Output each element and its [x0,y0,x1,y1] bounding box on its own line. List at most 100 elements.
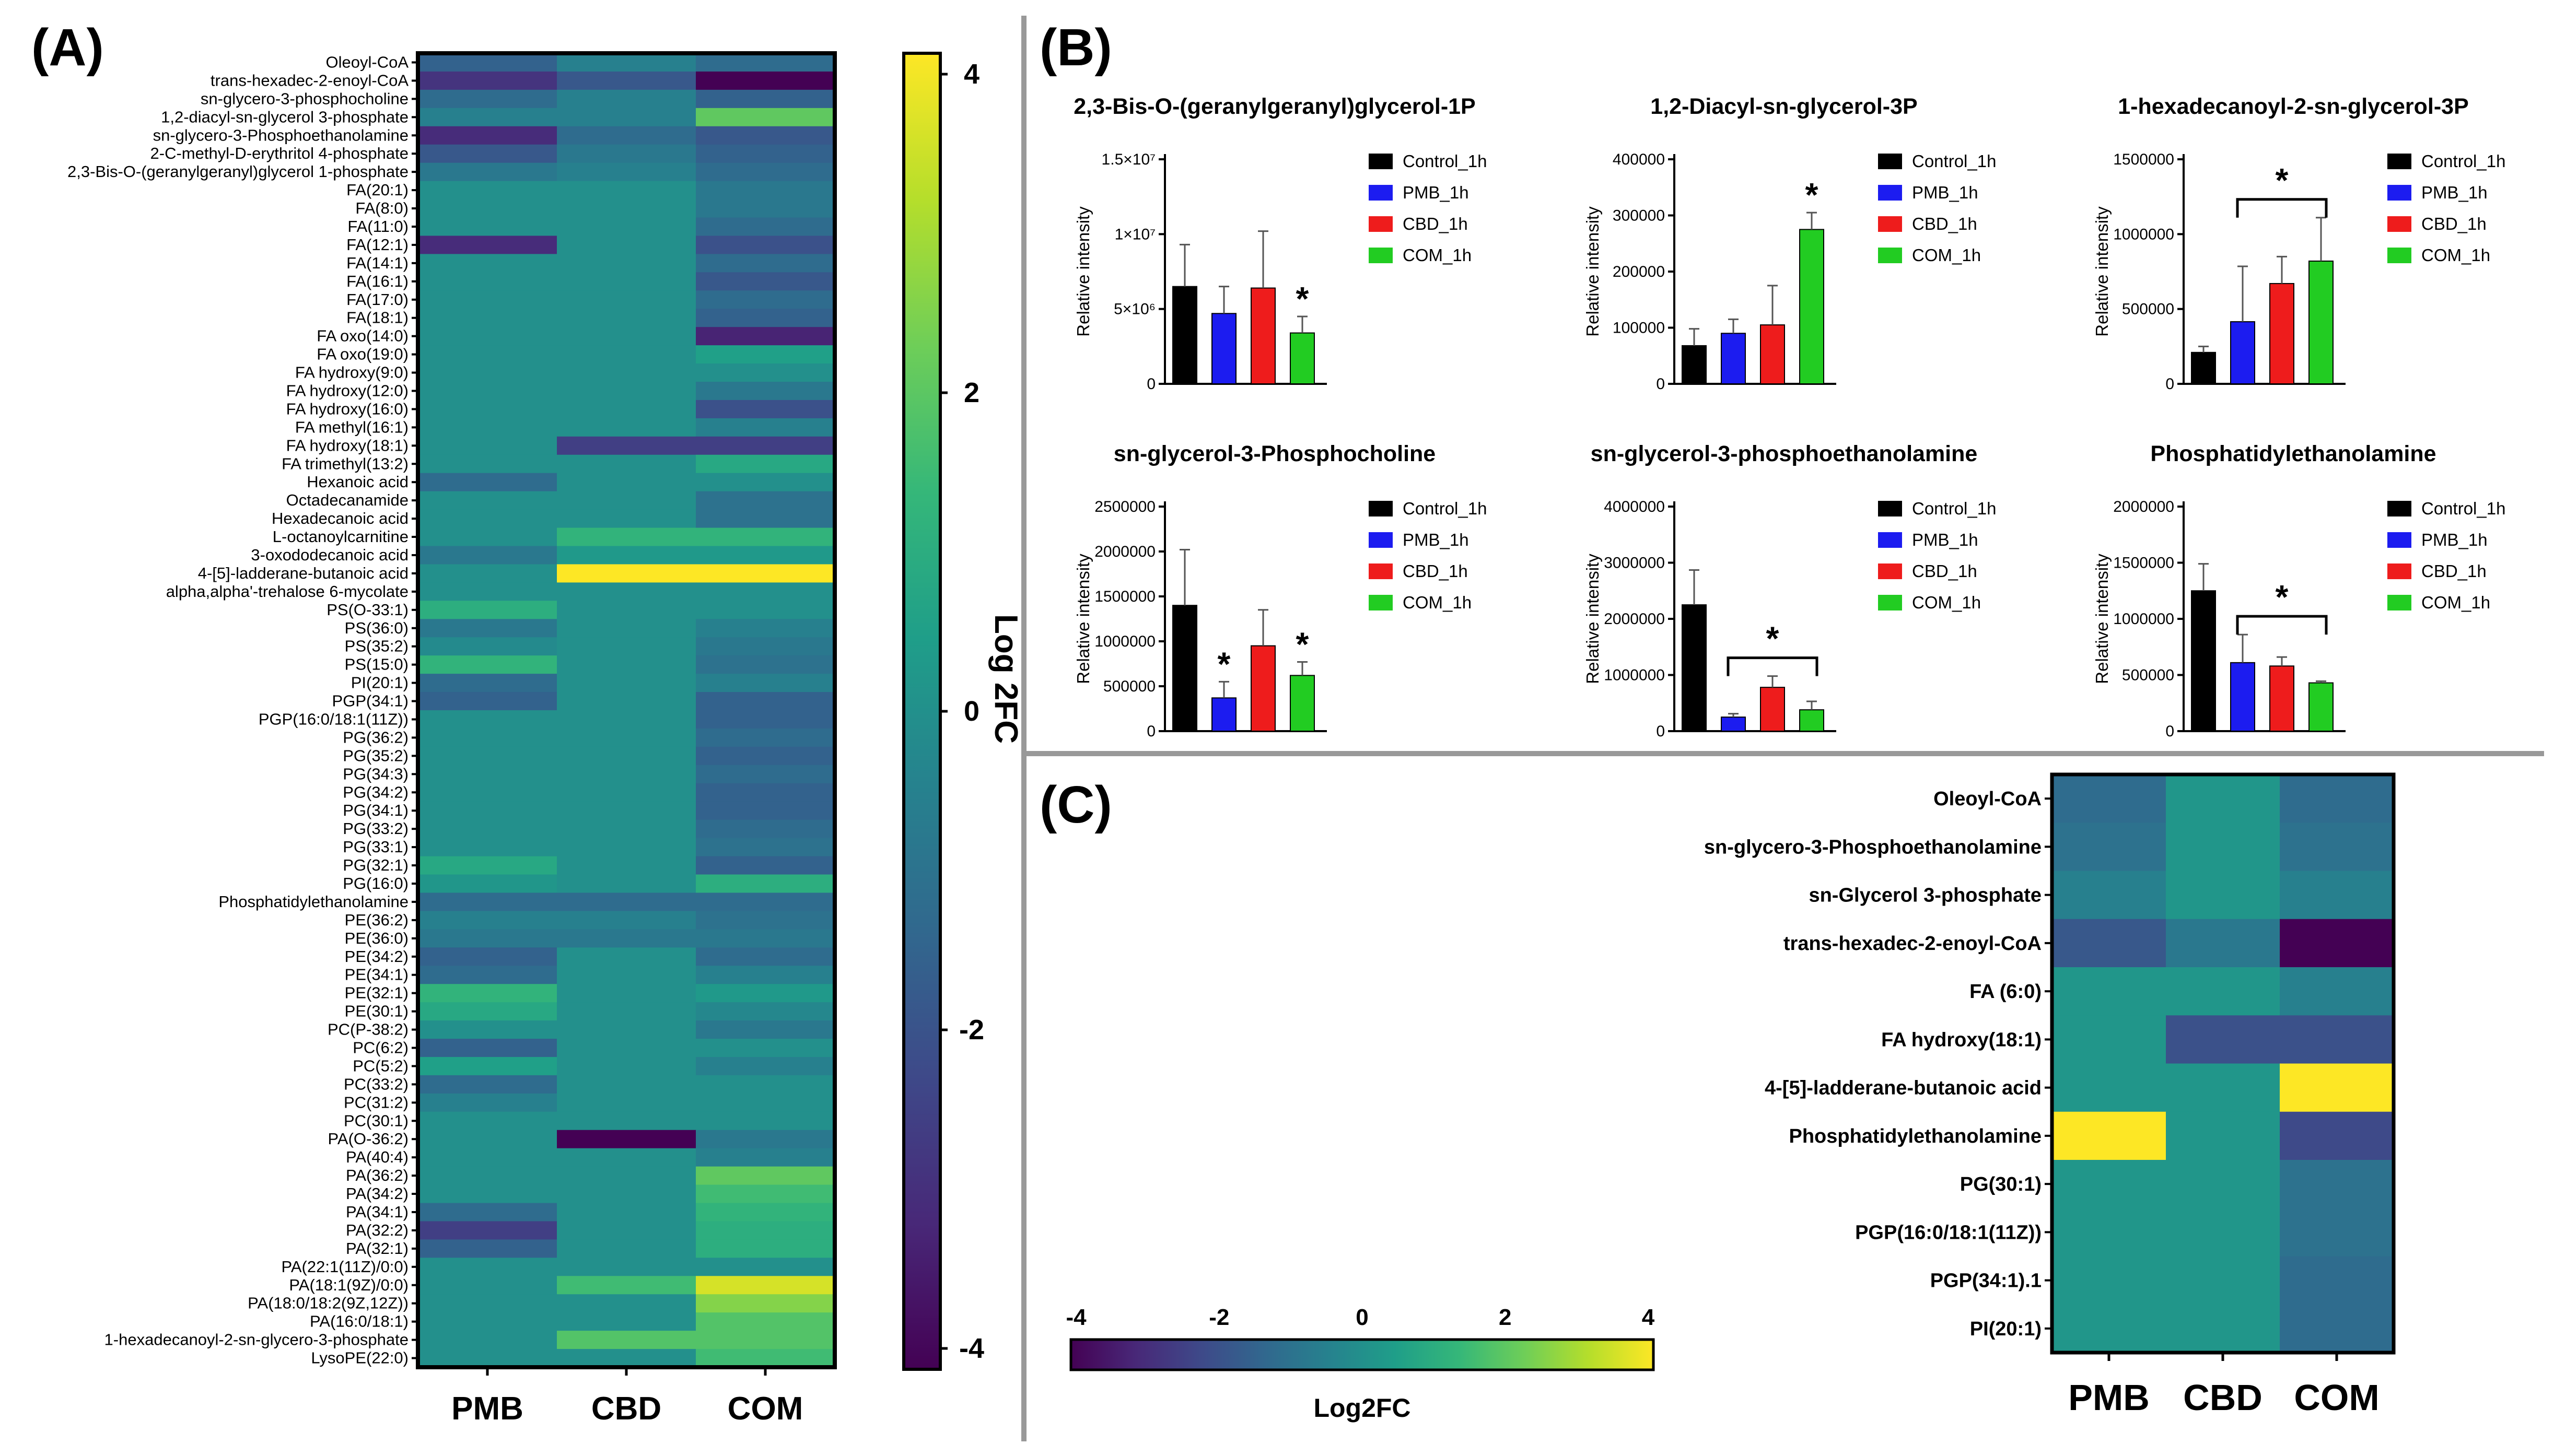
heatmap-a-cell [557,181,696,200]
y-axis-label: Relative intensity [1583,554,1602,684]
bar [1211,697,1237,732]
heatmap-a-cell [418,801,557,820]
heatmap-a-cell [696,436,835,455]
heatmap-a-cell [418,144,557,163]
legend-label: Control_1h [1912,151,1996,171]
heatmap-a-cell [418,674,557,692]
heatmap-c-cell [2166,1256,2280,1305]
y-tick-label: 0 [1147,723,1156,740]
heatmap-c-cell [2280,1160,2394,1208]
bar [2308,260,2334,384]
heatmap-a-row-label: PE(32:1) [345,984,409,1002]
legend-label: CBD_1h [1403,561,1468,581]
heatmap-a-cell [696,710,835,729]
heatmap-c-cell [2166,1304,2280,1353]
heatmap-a-row-label: FA hydroxy(9:0) [295,363,409,382]
heatmap-a-cell [557,162,696,182]
heatmap-a-row-label: FA(18:1) [346,309,409,327]
heatmap-a-cell [696,601,835,619]
heatmap-a-row-label: 1-hexadecanoyl-2-sn-glycero-3-phosphate [104,1331,409,1349]
heatmap-a-cell [696,546,835,565]
y-tick-label: 3000000 [1604,555,1665,572]
heatmap-a-row-label: FA methyl(16:1) [295,418,409,436]
heatmap-a-cell [557,856,696,875]
heatmap-a-cell [696,582,835,601]
heatmap-a-row-label: PA(16:0/18:1) [310,1312,409,1331]
heatmap-a-cell [557,1312,696,1331]
heatmap-a-cell [557,491,696,510]
legend-swatch [1369,154,1393,169]
bar [1682,345,1707,385]
heatmap-a-row-label: PS(O-33:1) [326,601,409,619]
heatmap-a-cell [696,1331,835,1349]
bar [2191,351,2216,384]
heatmap-c-cell [2280,823,2394,872]
heatmap-a-row-label: PGP(16:0/18:1(11Z)) [259,710,409,728]
legend-swatch [2387,595,2411,610]
heatmap-c-cell [2166,1208,2280,1257]
subplot-title: 1,2-Diacyl-sn-glycerol-3P [1650,94,1917,119]
y-axis-label: Relative intensity [2092,206,2112,337]
y-tick-label: 100000 [1613,320,1665,337]
legend-label: PMB_1h [2421,183,2488,202]
colorbar-a-tick-label: 2 [964,377,979,408]
heatmap-c-cell [2280,1015,2394,1064]
heatmap-a-cell [557,363,696,382]
heatmap-a-cell [557,1239,696,1258]
heatmap-a-cell [557,1075,696,1094]
heatmap-a-row-label: 4-[5]-ladderane-butanoic acid [198,564,409,582]
heatmap-a-cell [696,1166,835,1185]
y-tick-label: 1000000 [1094,633,1156,650]
heatmap-a-cell [418,1312,557,1331]
y-tick-label: 5×10⁶ [1114,301,1156,318]
heatmap-c-cell [2052,1160,2166,1208]
subplot-title: 2,3-Bis-O-(geranylgeranyl)glycerol-1P [1074,94,1475,119]
bar [2308,682,2334,732]
heatmap-a-cell [557,53,696,72]
heatmap-a-cell [696,71,835,90]
heatmap-a-cell [696,108,835,127]
legend-swatch [2387,563,2411,579]
heatmap-a-cell [557,1002,696,1021]
heatmap-a-cell [418,162,557,182]
significance-bracket [2236,615,2328,635]
heatmap-a-cell [418,491,557,510]
heatmap-a-cell [418,89,557,109]
heatmap-c-cell [2052,823,2166,872]
heatmap-a-cell [557,236,696,254]
legend-label: Control_1h [1403,499,1487,518]
heatmap-a-row-label: PA(18:0/18:2(9Z,12Z)) [248,1294,409,1312]
bar [1290,332,1315,384]
heatmap-a-row-label: 1,2-diacyl-sn-glycerol 3-phosphate [161,108,409,126]
y-tick-label: 2500000 [1094,498,1156,515]
heatmap-a-row-label: FA(12:1) [346,236,409,254]
heatmap-a-cell [557,765,696,784]
heatmap-a-row-label: PA(22:1(11Z)/0:0) [281,1258,409,1276]
heatmap-c: Oleoyl-CoA sn-glycero-3-Phosphoethanolami… [1066,772,2396,1423]
heatmap-a-cell [696,363,835,382]
heatmap-a-cell [696,1221,835,1240]
heatmap-c-cell [2052,1304,2166,1353]
heatmap-a-cell [696,400,835,419]
heatmap-a-cell [557,1111,696,1131]
heatmap-a-cell [418,783,557,802]
heatmap-a-cell [696,746,835,766]
y-tick-label: 1500000 [2113,151,2174,168]
heatmap-a-row-label: FA(20:1) [346,181,409,199]
heatmap-c-cell [2166,967,2280,1016]
heatmap-a: Oleoyl-CoAtrans-hexadec-2-enoyl-CoAsn-gl… [67,51,1024,1427]
bar [1211,313,1237,384]
heatmap-a-row-label: PG(34:2) [343,783,409,801]
heatmap-a-cell [696,527,835,547]
heatmap-a-cell [696,1148,835,1167]
heatmap-a-cell [557,801,696,820]
heatmap-c-cell [2280,919,2394,968]
heatmap-a-cell [696,819,835,839]
y-tick-label: 1000000 [2113,610,2174,628]
heatmap-a-cell [557,290,696,309]
legend-label: PMB_1h [2421,530,2488,549]
heatmap-a-cell [418,856,557,875]
panel-label-c: (C) [1040,776,1112,834]
heatmap-a-cell [696,564,835,583]
heatmap-a-cell [557,1331,696,1349]
